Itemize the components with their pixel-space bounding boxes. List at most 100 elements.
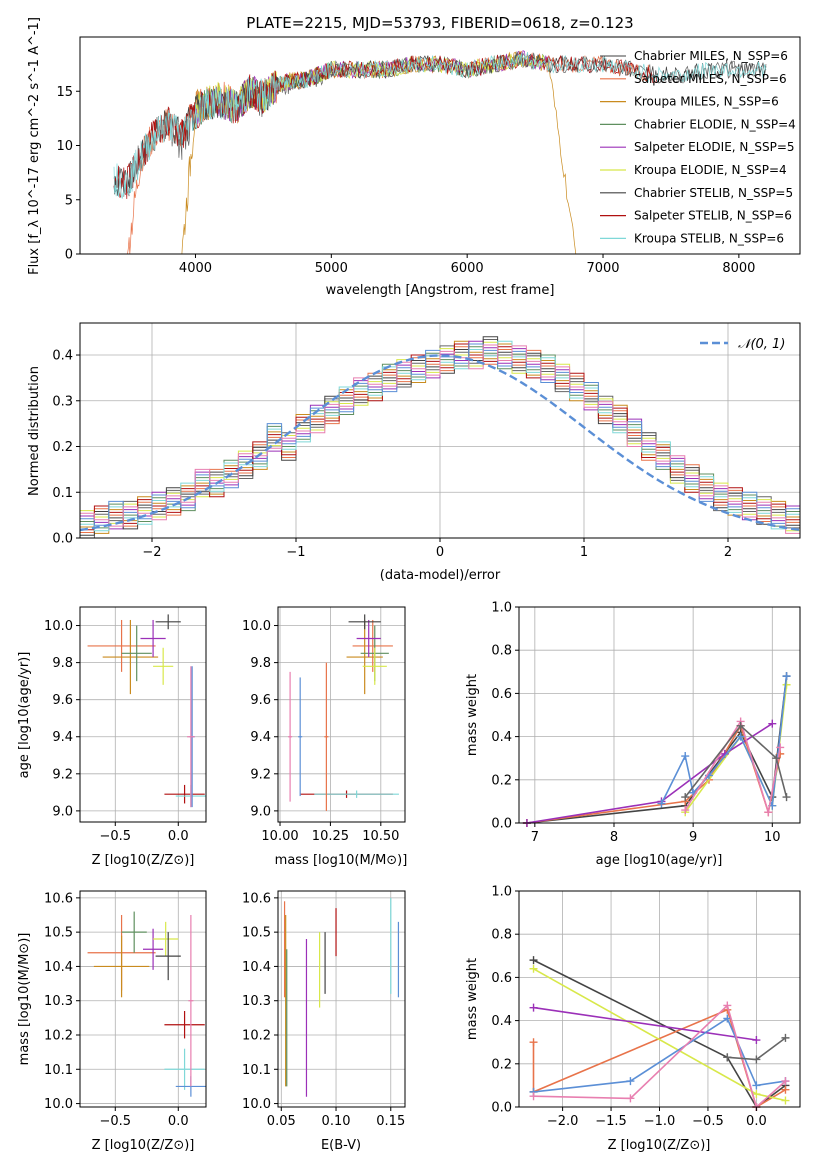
y-tick-label: 0.8 xyxy=(491,928,512,943)
mass-vs-metallicity-y-label: mass [log10(M/M⊙)] xyxy=(17,933,32,1066)
x-tick-label: 9 xyxy=(689,830,697,845)
x-tick-label: 0.0 xyxy=(746,1114,767,1129)
y-tick-label: 0.4 xyxy=(52,349,73,364)
x-tick-label: 5000 xyxy=(315,261,348,276)
legend-label: Kroupa MILES, N_SSP=6 xyxy=(634,95,779,109)
y-tick-label: 15 xyxy=(56,85,73,100)
y-tick-label: 0.0 xyxy=(491,817,512,832)
legend-label: Salpeter MILES, N_SSP=6 xyxy=(634,72,787,86)
x-tick-label: −2.0 xyxy=(547,1114,579,1129)
weight-marker xyxy=(657,799,666,808)
y-tick-label: 10.6 xyxy=(44,891,73,906)
y-tick-label: 0.4 xyxy=(491,1014,512,1029)
x-tick-label: 10.00 xyxy=(261,829,298,844)
weight-marker xyxy=(782,793,791,802)
residuals-panel: −2 −1 0 1 2 0.0 0.1 0.2 0.3 0.4 (data-model)/erro… xyxy=(27,322,801,583)
legend-label: Kroupa STELIB, N_SSP=6 xyxy=(634,231,784,245)
weight-marker xyxy=(764,808,773,817)
age-vs-mass-x-label: mass [log10(M/M⊙)] xyxy=(275,853,408,868)
age-vs-metallicity-y-label: age [log10(age/yr)] xyxy=(17,652,32,779)
y-tick-label: 10.1 xyxy=(44,1063,73,1078)
mass-vs-extinction-frame xyxy=(277,890,406,1108)
age-vs-mass-frame xyxy=(277,606,406,823)
x-tick-label: 8 xyxy=(610,830,618,845)
legend-label: Chabrier ELODIE, N_SSP=4 xyxy=(634,117,796,131)
x-tick-label: −0.5 xyxy=(692,1114,724,1129)
weight-series-line xyxy=(526,722,773,824)
y-tick-label: 0.2 xyxy=(52,440,73,455)
x-tick-label: 7000 xyxy=(586,261,619,276)
x-tick-label: 10.25 xyxy=(312,829,349,844)
weight-marker xyxy=(752,1055,761,1064)
x-tick-label: 10 xyxy=(764,830,781,845)
weight-vs-age-frame xyxy=(518,606,801,824)
y-tick-label: 0.0 xyxy=(52,532,73,547)
x-tick-label: −0.5 xyxy=(99,829,131,844)
weight-marker xyxy=(781,1077,790,1086)
x-tick-label: 0.0 xyxy=(168,829,189,844)
y-tick-label: 9.6 xyxy=(250,693,271,708)
weight-marker xyxy=(723,1014,732,1023)
x-tick-label: −1.5 xyxy=(595,1114,627,1129)
x-tick-label: −0.5 xyxy=(99,1114,131,1129)
x-tick-label: 8000 xyxy=(722,261,755,276)
spectrum-series-line xyxy=(113,52,767,199)
spectrum-y-label: Flux [f_λ 10^-17 erg cm^-2 s^-1 A^-1] xyxy=(27,17,42,275)
y-tick-label: 10.3 xyxy=(242,994,271,1009)
weight-vs-age-x-label: age [log10(age/yr)] xyxy=(596,853,723,868)
mass-vs-extinction-x-label: E(B-V) xyxy=(321,1138,361,1153)
age-vs-metallicity-panel: −0.5 0.0 9.0 9.2 9.4 9.6 9.8 10.0 Z [log10(Z/Z⊙… xyxy=(17,606,207,868)
mass-vs-metallicity-x-label: Z [log10(Z/Z⊙)] xyxy=(92,1138,195,1153)
legend-label: Chabrier STELIB, N_SSP=5 xyxy=(634,186,793,200)
histogram-step-line xyxy=(80,344,800,534)
x-tick-label: 0.15 xyxy=(376,1114,405,1129)
y-tick-label: 9.6 xyxy=(52,693,73,708)
y-tick-label: 1.0 xyxy=(491,601,512,616)
x-tick-label: −2 xyxy=(142,545,161,560)
y-tick-label: 0.4 xyxy=(491,730,512,745)
x-tick-label: 10.50 xyxy=(362,829,399,844)
y-tick-label: 10.4 xyxy=(242,960,271,975)
weight-vs-metallicity-y-label: mass weight xyxy=(465,958,480,1040)
weight-marker xyxy=(736,721,745,730)
x-tick-label: 0 xyxy=(436,545,444,560)
age-vs-metallicity-frame xyxy=(79,606,207,823)
weight-vs-metallicity-panel: −2.0 −1.5 −1.0 −0.5 0.0 0.0 0.2 0.4 0.6 0.8 1.0 Z … xyxy=(465,885,801,1153)
weight-series-line xyxy=(533,1006,757,1041)
y-tick-label: 10.4 xyxy=(44,960,73,975)
legend-label: Salpeter ELODIE, N_SSP=5 xyxy=(634,140,795,154)
y-tick-label: 0.1 xyxy=(52,486,73,501)
y-tick-label: 9.8 xyxy=(52,656,73,671)
legend-label: Kroupa ELODIE, N_SSP=4 xyxy=(634,163,787,177)
age-vs-mass-panel: 10.00 10.25 10.50 9.0 9.2 9.4 9.6 9.8 10.0 mass … xyxy=(242,606,408,868)
y-tick-label: 0.6 xyxy=(491,971,512,986)
weight-marker xyxy=(752,1090,761,1099)
y-tick-label: 0.2 xyxy=(491,1057,512,1072)
weight-marker xyxy=(782,672,791,681)
spectrum-panel: PLATE=2215, MJD=53793, FIBERID=0618, z=0… xyxy=(27,14,801,298)
weight-series-line xyxy=(533,959,786,1109)
weight-marker xyxy=(723,1001,732,1010)
y-tick-label: 0.0 xyxy=(491,1101,512,1116)
weight-marker xyxy=(781,1096,790,1105)
x-tick-label: 2 xyxy=(724,545,732,560)
y-tick-label: 10.6 xyxy=(242,891,271,906)
weight-marker xyxy=(626,1094,635,1103)
y-tick-label: 9.2 xyxy=(250,767,271,782)
x-tick-label: 0.05 xyxy=(267,1114,296,1129)
y-tick-label: 9.4 xyxy=(250,730,271,745)
y-tick-label: 10.5 xyxy=(242,926,271,941)
weight-marker xyxy=(772,754,781,763)
x-tick-label: −1 xyxy=(286,545,305,560)
y-tick-label: 10 xyxy=(56,139,73,154)
y-tick-label: 0.3 xyxy=(52,394,73,409)
y-tick-label: 10.0 xyxy=(44,619,73,634)
y-tick-label: 10.2 xyxy=(242,1029,271,1044)
x-tick-label: 7 xyxy=(531,830,539,845)
weight-marker xyxy=(681,752,690,761)
x-tick-label: −1.0 xyxy=(644,1114,676,1129)
y-tick-label: 10.3 xyxy=(44,994,73,1009)
weight-vs-age-y-label: mass weight xyxy=(465,674,480,756)
y-tick-label: 0.2 xyxy=(491,773,512,788)
y-tick-label: 9.0 xyxy=(52,804,73,819)
